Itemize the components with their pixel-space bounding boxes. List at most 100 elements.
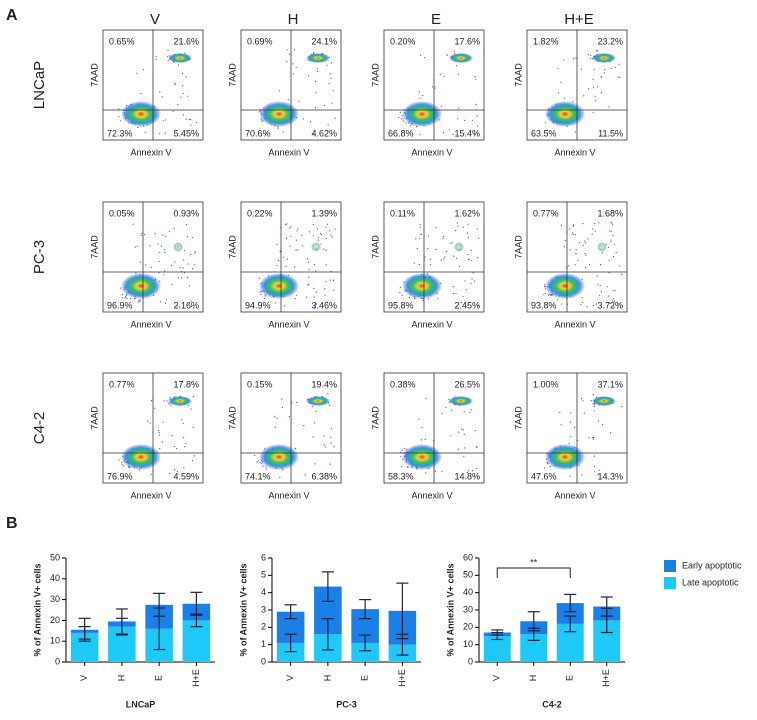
event-dot: [314, 80, 316, 83]
event-dot: [330, 234, 332, 236]
event-dot: [317, 71, 319, 73]
event-dot: [186, 236, 189, 238]
event-dot: [475, 467, 477, 469]
event-dot: [446, 54, 448, 56]
event-dot: [160, 301, 162, 303]
event-dot: [158, 434, 161, 436]
event-dot: [599, 294, 601, 296]
quadrant-pct: 15.4%: [454, 128, 480, 138]
event-dot: [614, 66, 617, 68]
event-dot: [463, 447, 465, 449]
event-dot: [424, 57, 426, 59]
event-dot: [420, 54, 422, 56]
event-dot: [294, 447, 296, 449]
event-dot: [457, 448, 459, 450]
event-dot: [455, 293, 457, 295]
event-dot: [575, 131, 577, 133]
event-dot: [473, 133, 475, 135]
event-dot: [334, 117, 336, 119]
axis-label: 7AAD: [227, 235, 237, 259]
event-dot: [593, 410, 595, 412]
row-label: LNCaP: [31, 61, 48, 109]
event-dot: [193, 455, 196, 457]
bar-segment: [351, 642, 379, 662]
event-dot: [295, 66, 297, 68]
event-dot: [283, 256, 285, 258]
event-dot: [464, 280, 466, 282]
event-dot: [418, 91, 420, 93]
event-dot: [298, 100, 300, 102]
event-dot: [169, 472, 171, 474]
event-dot: [580, 304, 582, 306]
density-blob: [402, 101, 442, 127]
event-dot: [443, 235, 445, 238]
event-dot: [183, 437, 185, 439]
column-header: E: [431, 11, 441, 28]
event-dot: [588, 437, 590, 439]
event-dot: [451, 242, 453, 244]
quadrant-pct: 1.82%: [533, 36, 559, 46]
event-dot: [478, 237, 480, 239]
quadrant-pct: 23.2%: [597, 36, 623, 46]
event-dot: [289, 227, 291, 229]
event-dot: [458, 107, 460, 109]
event-dot: [139, 300, 141, 302]
event-dot: [615, 132, 617, 134]
quadrant-pct: 1.39%: [311, 208, 337, 218]
event-dot: [313, 296, 315, 298]
plot-frame: [526, 201, 628, 313]
event-dot: [445, 406, 447, 409]
event-dot: [619, 265, 621, 267]
quadrant-pct: 96.9%: [107, 300, 133, 310]
event-dot: [192, 268, 194, 270]
event-dot: [308, 231, 310, 233]
event-dot: [584, 240, 586, 242]
flow-plot: 0.77% 1.68% 93.8% 3.72% 7AAD Annexin V: [513, 201, 628, 329]
event-dot: [452, 286, 454, 288]
event-dot: [296, 401, 298, 404]
quadrant-pct: 3.72%: [597, 300, 623, 310]
event-dot: [254, 454, 256, 456]
event-dot: [606, 286, 608, 288]
event-dot: [330, 62, 332, 64]
event-dot: [333, 289, 335, 291]
event-dot: [182, 267, 184, 269]
event-dot: [313, 264, 316, 266]
quadrant-pct: 0.65%: [109, 36, 135, 46]
event-dot: [286, 49, 288, 51]
event-dot: [613, 300, 616, 302]
row-label: PC-3: [31, 240, 48, 274]
flow-plot: 0.38% 26.5% 58.3% 14.8% 7AAD Annexin V: [370, 372, 485, 500]
event-dot: [474, 430, 476, 432]
event-dot: [302, 118, 304, 120]
event-dot: [466, 232, 469, 234]
event-dot: [461, 428, 463, 430]
event-dot: [163, 400, 165, 402]
quadrant-pct: 4.62%: [311, 128, 337, 138]
density-blob: [121, 101, 161, 127]
event-dot: [582, 223, 584, 225]
event-dot: [315, 410, 317, 412]
event-dot: [313, 287, 315, 289]
x-tick-label: E: [360, 675, 370, 681]
event-dot: [316, 228, 319, 230]
event-dot: [441, 412, 443, 414]
quadrant-pct: 1.62%: [454, 208, 480, 218]
event-dot: [453, 50, 455, 52]
event-dot: [572, 225, 575, 227]
axis-label: 7AAD: [370, 235, 380, 259]
axis-label: 7AAD: [513, 406, 523, 430]
event-dot: [431, 86, 434, 88]
event-dot: [430, 264, 432, 266]
event-dot: [121, 293, 124, 295]
event-dot: [312, 235, 314, 237]
event-dot: [470, 409, 472, 411]
event-dot: [600, 291, 603, 293]
event-dot: [190, 253, 192, 255]
event-dot: [171, 283, 173, 285]
event-dot: [475, 78, 477, 80]
event-dot: [572, 232, 574, 234]
event-dot: [121, 297, 123, 299]
event-dot: [609, 432, 612, 434]
event-dot: [275, 302, 277, 304]
